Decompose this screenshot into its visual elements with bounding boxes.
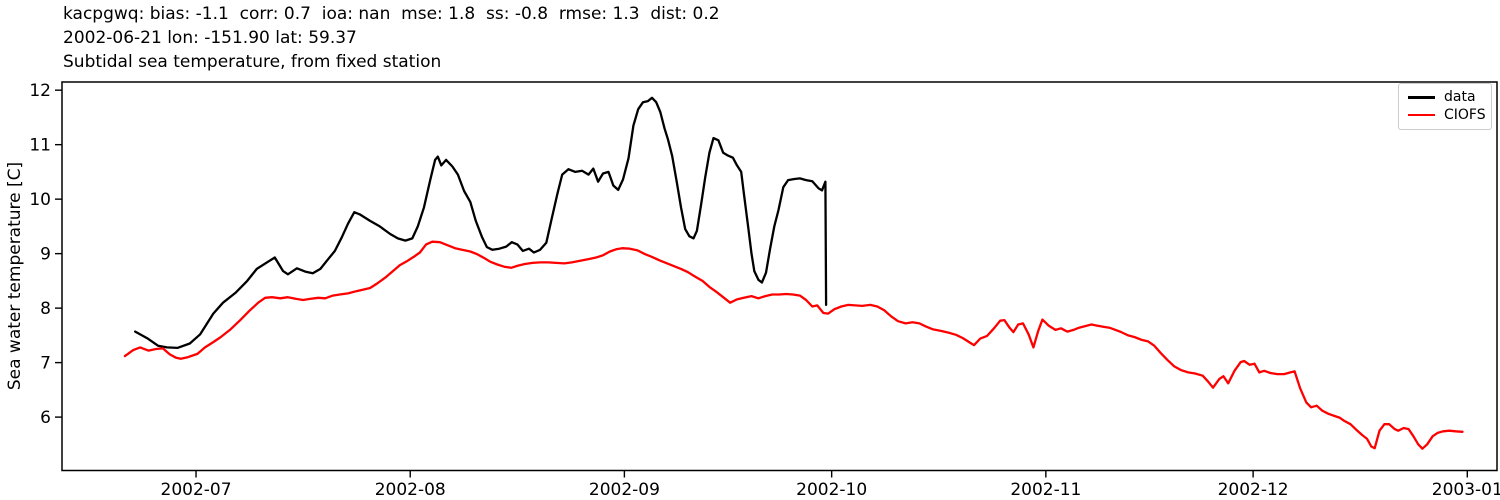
x-tick-label: 2002-12	[1218, 480, 1289, 500]
legend: data CIOFS	[1398, 83, 1492, 130]
legend-line-sample-data	[1408, 96, 1435, 99]
y-tick-label: 9	[40, 245, 51, 265]
y-tick-label: 6	[40, 408, 51, 428]
x-tick-label: 2003-01	[1432, 480, 1500, 500]
y-tick-label: 7	[40, 354, 51, 374]
legend-label-ciofs: CIOFS	[1444, 106, 1486, 123]
series-line-CIOFS	[123, 240, 1464, 450]
y-tick-label: 12	[29, 81, 51, 101]
x-tick-label: 2002-11	[1010, 480, 1081, 500]
plot-title: Subtidal sea temperature, from fixed sta…	[63, 52, 442, 72]
y-tick-label: 10	[29, 190, 51, 210]
plot-border	[61, 81, 1498, 472]
x-tick-label: 2002-07	[161, 480, 232, 500]
x-tick-label: 2002-10	[796, 480, 867, 500]
x-tick-label: 2002-08	[375, 480, 446, 500]
x-tick-label: 2002-09	[589, 480, 660, 500]
legend-item-ciofs: CIOFS	[1408, 106, 1486, 124]
y-tick-label: 8	[40, 299, 51, 319]
y-tick-label: 11	[29, 136, 51, 156]
title-location-line: 2002-06-21 lon: -151.90 lat: 59.37	[63, 28, 357, 48]
legend-line-sample-ciofs	[1408, 113, 1435, 117]
title-stats-line: kacpgwq: bias: -1.1 corr: 0.7 ioa: nan m…	[63, 4, 720, 24]
legend-item-data: data	[1408, 89, 1485, 106]
legend-label-data: data	[1444, 89, 1476, 106]
series-line-data	[134, 96, 828, 350]
